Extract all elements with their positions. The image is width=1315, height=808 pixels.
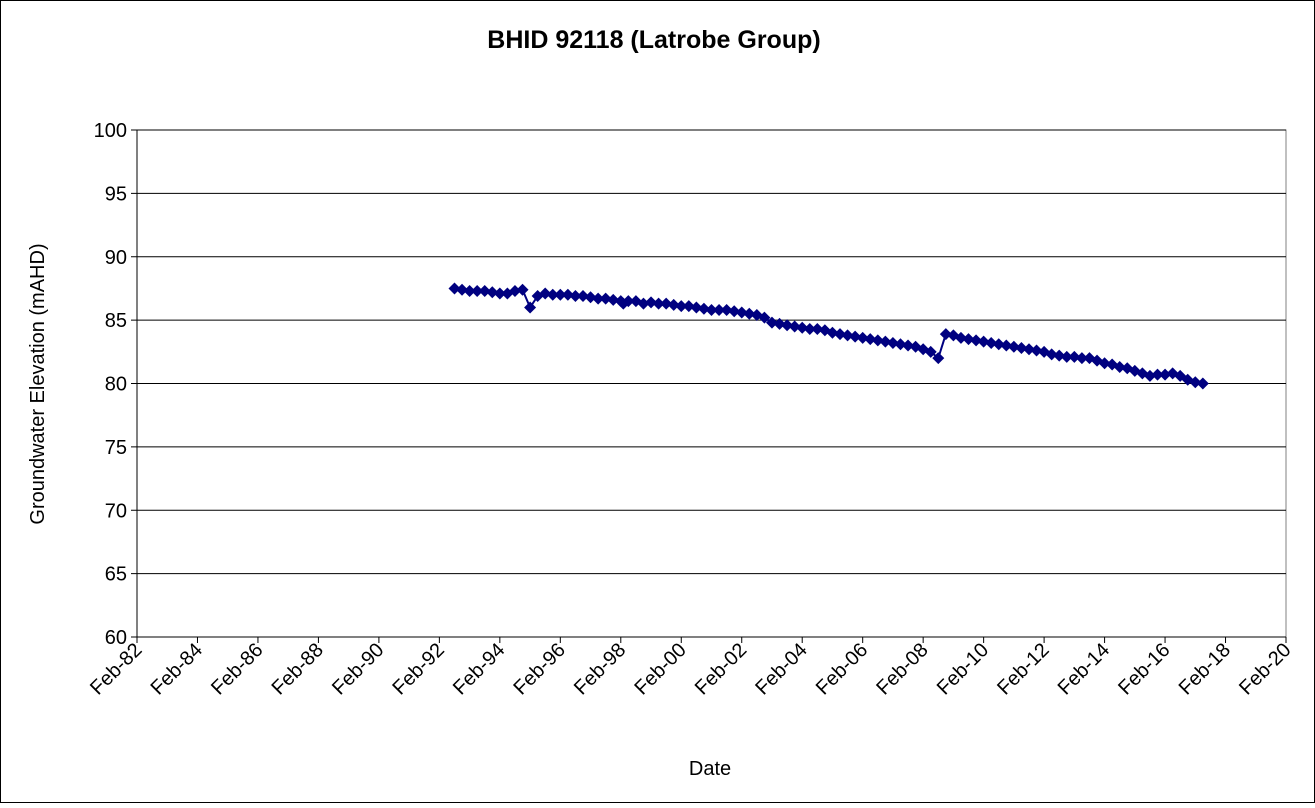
data-point bbox=[493, 287, 506, 300]
data-point bbox=[720, 303, 733, 316]
y-tick-label: 60 bbox=[105, 627, 127, 649]
data-point bbox=[705, 303, 718, 316]
y-tick-label: 100 bbox=[94, 120, 127, 142]
data-point bbox=[690, 301, 703, 314]
data-point bbox=[735, 306, 748, 319]
data-point bbox=[599, 292, 612, 305]
data-point bbox=[516, 283, 529, 296]
data-point bbox=[569, 290, 582, 303]
data-point bbox=[826, 326, 839, 339]
data-point bbox=[939, 328, 952, 341]
data-point bbox=[607, 293, 620, 306]
data-point bbox=[622, 295, 635, 308]
y-tick-label: 95 bbox=[105, 183, 127, 205]
data-point bbox=[1015, 342, 1028, 355]
data-point bbox=[652, 297, 665, 310]
data-point bbox=[864, 333, 877, 346]
data-point bbox=[554, 288, 567, 301]
data-point bbox=[524, 301, 537, 314]
data-point bbox=[886, 336, 899, 349]
data-point bbox=[682, 300, 695, 313]
data-point bbox=[1022, 343, 1035, 356]
data-point bbox=[796, 321, 809, 334]
data-point bbox=[1007, 340, 1020, 353]
data-point bbox=[924, 345, 937, 358]
data-point bbox=[456, 283, 469, 296]
data-point bbox=[1045, 348, 1058, 361]
data-point bbox=[539, 287, 552, 300]
data-point bbox=[1159, 368, 1172, 381]
data-point bbox=[985, 336, 998, 349]
data-point bbox=[645, 296, 658, 309]
y-tick-label: 90 bbox=[105, 247, 127, 269]
y-tick-label: 80 bbox=[105, 374, 127, 396]
data-point bbox=[1075, 352, 1088, 365]
data-point bbox=[894, 338, 907, 351]
data-point bbox=[879, 335, 892, 348]
data-point bbox=[962, 333, 975, 346]
y-axis-label: Groundwater Elevation (mAHD) bbox=[27, 243, 49, 524]
data-point bbox=[1000, 339, 1013, 352]
data-point bbox=[849, 330, 862, 343]
data-point bbox=[803, 322, 816, 335]
data-point bbox=[992, 338, 1005, 351]
data-point bbox=[675, 300, 688, 313]
data-point bbox=[667, 298, 680, 311]
data-point bbox=[788, 320, 801, 333]
data-point bbox=[932, 352, 945, 365]
data-point bbox=[561, 288, 574, 301]
data-point bbox=[977, 335, 990, 348]
data-point bbox=[448, 282, 461, 295]
data-point bbox=[743, 307, 756, 320]
data-point bbox=[471, 284, 484, 297]
data-point bbox=[811, 322, 824, 335]
data-point bbox=[660, 297, 673, 310]
data-point bbox=[486, 286, 499, 299]
x-axis-label: Date bbox=[689, 758, 731, 780]
data-point bbox=[713, 303, 726, 316]
data-point bbox=[1189, 376, 1202, 389]
data-point bbox=[758, 311, 771, 324]
data-point bbox=[1030, 344, 1043, 357]
data-point bbox=[970, 334, 983, 347]
data-point bbox=[1060, 350, 1073, 363]
data-point bbox=[728, 305, 741, 318]
data-point bbox=[902, 339, 915, 352]
data-point bbox=[576, 290, 589, 303]
data-point bbox=[584, 291, 597, 304]
data-point bbox=[841, 329, 854, 342]
data-point bbox=[856, 331, 869, 344]
data-point bbox=[773, 317, 786, 330]
y-tick-label: 70 bbox=[105, 500, 127, 522]
data-point bbox=[834, 328, 847, 341]
data-point bbox=[954, 331, 967, 344]
data-point bbox=[1196, 377, 1209, 390]
data-point bbox=[463, 284, 476, 297]
data-point bbox=[697, 302, 710, 315]
data-point bbox=[1053, 349, 1066, 362]
y-tick-label: 75 bbox=[105, 437, 127, 459]
data-point bbox=[1143, 369, 1156, 382]
data-point bbox=[478, 284, 491, 297]
data-point bbox=[1113, 361, 1126, 374]
data-point bbox=[1098, 357, 1111, 370]
data-point bbox=[1151, 368, 1164, 381]
data-point bbox=[765, 316, 778, 329]
y-tick-label: 65 bbox=[105, 564, 127, 586]
y-tick-label: 85 bbox=[105, 310, 127, 332]
data-point bbox=[546, 288, 559, 301]
chart-title: BHID 92118 (Latrobe Group) bbox=[487, 26, 820, 54]
data-point bbox=[781, 319, 794, 332]
data-point bbox=[637, 297, 650, 310]
data-point bbox=[871, 334, 884, 347]
data-point bbox=[508, 284, 521, 297]
data-point bbox=[1068, 350, 1081, 363]
data-point bbox=[592, 292, 605, 305]
